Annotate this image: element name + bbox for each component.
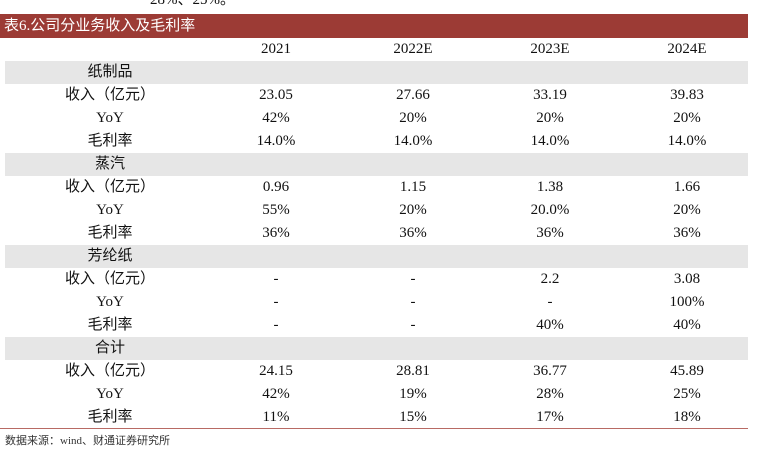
value-cell: 14.0%: [530, 133, 570, 149]
value-cell: 11%: [262, 409, 290, 425]
value-cell: 14.0%: [256, 133, 296, 149]
value-cell: 39.83: [670, 87, 704, 103]
row-label: 收入（亿元）: [64, 87, 155, 103]
value-cell: 1.66: [673, 179, 701, 195]
row-label: 毛利率: [87, 409, 133, 425]
row-label: 收入（亿元）: [64, 271, 155, 287]
value-cell: 36.77: [533, 363, 567, 379]
section-band: [5, 245, 748, 268]
header-cell: 2021: [261, 41, 291, 57]
row-label: 收入（亿元）: [64, 179, 155, 195]
value-cell: 14.0%: [667, 133, 707, 149]
value-cell: 0.96: [262, 179, 290, 195]
value-cell: 3.08: [673, 271, 701, 287]
row-label: 毛利率: [87, 317, 133, 333]
source: 数据来源：wind、财通证券研究所: [5, 435, 170, 447]
value-cell: 28.81: [396, 363, 430, 379]
row-label: YoY: [96, 294, 124, 310]
value-cell: 40%: [673, 317, 701, 333]
top-text: 28%、25%。: [150, 0, 235, 8]
value-cell: -: [547, 294, 553, 310]
title: 表6.公司分业务收入及毛利率: [4, 18, 196, 34]
value-cell: 1.15: [399, 179, 427, 195]
value-cell: -: [273, 271, 279, 287]
value-cell: 42%: [262, 386, 290, 402]
value-cell: 36%: [673, 225, 701, 241]
value-cell: 20%: [399, 110, 427, 126]
value-cell: 23.05: [259, 87, 293, 103]
value-cell: 20%: [673, 110, 701, 126]
value-cell: -: [273, 294, 279, 310]
row-label: 毛利率: [87, 133, 133, 149]
value-cell: 20%: [399, 202, 427, 218]
row-label: 毛利率: [87, 225, 133, 241]
value-cell: 20%: [536, 110, 564, 126]
row-label: 收入（亿元）: [64, 363, 155, 379]
value-cell: -: [273, 317, 279, 333]
section-name: 蒸汽: [94, 156, 125, 172]
section-name: 合计: [94, 340, 125, 356]
header-cell: 2024E: [667, 41, 707, 57]
value-cell: 2.2: [540, 271, 560, 287]
value-cell: 28%: [536, 386, 564, 402]
value-cell: -: [410, 294, 416, 310]
value-cell: 14.0%: [393, 133, 433, 149]
value-cell: 100%: [669, 294, 705, 310]
value-cell: 40%: [536, 317, 564, 333]
section-band: [5, 61, 748, 84]
value-cell: 36%: [262, 225, 290, 241]
row-label: YoY: [96, 202, 124, 218]
value-cell: 25%: [673, 386, 701, 402]
value-cell: 36%: [536, 225, 564, 241]
title-bar: 表6.公司分业务收入及毛利率: [0, 14, 748, 38]
value-cell: 20%: [673, 202, 701, 218]
row-label: YoY: [96, 110, 124, 126]
value-cell: 36%: [399, 225, 427, 241]
section-band: [5, 153, 748, 176]
header-cell: 2022E: [393, 41, 433, 57]
header-cell: 2023E: [530, 41, 570, 57]
value-cell: -: [410, 271, 416, 287]
value-cell: 18%: [673, 409, 701, 425]
value-cell: -: [410, 317, 416, 333]
value-cell: 45.89: [670, 363, 704, 379]
bottom-rule: [0, 428, 748, 429]
value-cell: 1.38: [536, 179, 564, 195]
value-cell: 19%: [399, 386, 427, 402]
value-cell: 15%: [399, 409, 427, 425]
value-cell: 55%: [262, 202, 290, 218]
value-cell: 42%: [262, 110, 290, 126]
value-cell: 24.15: [259, 363, 293, 379]
value-cell: 27.66: [396, 87, 430, 103]
value-cell: 17%: [536, 409, 564, 425]
value-cell: 33.19: [533, 87, 567, 103]
section-name: 纸制品: [87, 64, 133, 80]
value-cell: 20.0%: [530, 202, 570, 218]
row-label: YoY: [96, 386, 124, 402]
section-band: [5, 337, 748, 360]
section-name: 芳纶纸: [87, 248, 133, 264]
